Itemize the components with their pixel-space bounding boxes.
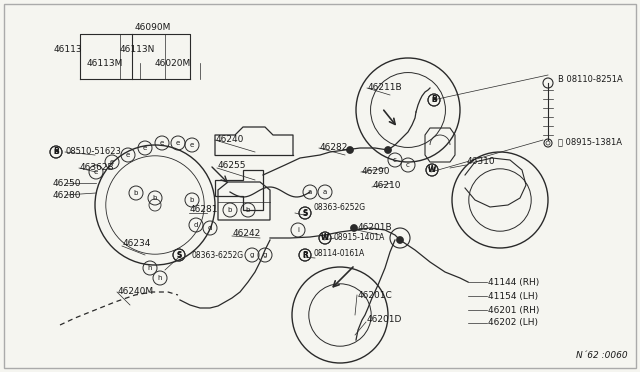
Text: R: R <box>302 252 308 258</box>
Text: B: B <box>431 97 436 103</box>
Text: 41144 (RH): 41144 (RH) <box>488 278 540 286</box>
Text: 46282: 46282 <box>320 144 348 153</box>
Text: h: h <box>157 275 163 281</box>
Text: W: W <box>428 167 436 173</box>
Text: 46113M: 46113M <box>87 58 124 67</box>
Text: 08510-51623: 08510-51623 <box>66 148 122 157</box>
Text: c: c <box>406 162 410 168</box>
Text: 46290: 46290 <box>362 167 390 176</box>
Text: 46201B: 46201B <box>358 224 392 232</box>
Text: a: a <box>323 189 327 195</box>
Text: e: e <box>94 169 98 175</box>
Text: e: e <box>176 140 180 146</box>
Text: 46234: 46234 <box>123 238 152 247</box>
Text: R: R <box>302 250 308 260</box>
Text: W: W <box>321 234 329 243</box>
Text: S: S <box>302 208 308 218</box>
Text: 46240M: 46240M <box>118 288 154 296</box>
Text: W: W <box>428 166 436 174</box>
Text: B: B <box>431 96 437 105</box>
Text: 46242: 46242 <box>233 228 261 237</box>
Text: 46202 (LH): 46202 (LH) <box>488 318 538 327</box>
Text: 46020M: 46020M <box>155 58 191 67</box>
Text: e: e <box>143 145 147 151</box>
Text: b: b <box>228 207 232 213</box>
Text: g: g <box>250 252 254 258</box>
Text: 46362B: 46362B <box>80 164 115 173</box>
Text: 46201C: 46201C <box>358 291 393 299</box>
Text: e: e <box>190 142 194 148</box>
Text: S: S <box>303 210 307 216</box>
Text: b: b <box>190 197 194 203</box>
Text: b: b <box>246 207 250 213</box>
Text: d: d <box>194 222 198 228</box>
Text: 46090M: 46090M <box>135 23 172 32</box>
Text: S: S <box>176 250 182 260</box>
Text: 46113: 46113 <box>54 45 83 55</box>
Text: 46210: 46210 <box>373 180 401 189</box>
Text: d: d <box>208 225 212 231</box>
Circle shape <box>351 224 358 231</box>
Text: 08114-0161A: 08114-0161A <box>313 250 364 259</box>
Text: e: e <box>160 140 164 146</box>
Text: c: c <box>393 157 397 163</box>
Text: 46281: 46281 <box>190 205 218 215</box>
Text: 46201 (RH): 46201 (RH) <box>488 305 540 314</box>
Text: 08915-1401A: 08915-1401A <box>333 232 385 241</box>
Text: h: h <box>148 265 152 271</box>
Text: b: b <box>134 190 138 196</box>
Text: B 08110-8251A: B 08110-8251A <box>558 76 623 84</box>
Text: 08363-6252G: 08363-6252G <box>313 203 365 212</box>
Circle shape <box>346 147 353 154</box>
Text: g: g <box>263 252 267 258</box>
Text: b: b <box>153 195 157 201</box>
Text: B: B <box>53 148 59 157</box>
Text: 46255: 46255 <box>218 160 246 170</box>
Text: Ⓡ 08915-1381A: Ⓡ 08915-1381A <box>558 138 622 147</box>
Text: 08363-6252G: 08363-6252G <box>191 250 243 260</box>
Circle shape <box>385 147 392 154</box>
Text: e: e <box>110 159 114 165</box>
Circle shape <box>397 237 403 244</box>
Text: S: S <box>177 252 182 258</box>
Text: e: e <box>126 152 130 158</box>
Text: 46113N: 46113N <box>120 45 156 55</box>
Text: 46240: 46240 <box>216 135 244 144</box>
Text: 41154 (LH): 41154 (LH) <box>488 292 538 301</box>
Text: 46201D: 46201D <box>367 315 403 324</box>
Text: N´62 :0060: N´62 :0060 <box>577 351 628 360</box>
Text: i: i <box>297 227 299 233</box>
Text: 46280: 46280 <box>53 190 81 199</box>
Text: 46310: 46310 <box>467 157 495 167</box>
Text: 46250: 46250 <box>53 179 81 187</box>
Text: 46211B: 46211B <box>368 83 403 93</box>
Text: W: W <box>321 235 329 241</box>
Text: B: B <box>53 149 59 155</box>
Text: a: a <box>308 189 312 195</box>
